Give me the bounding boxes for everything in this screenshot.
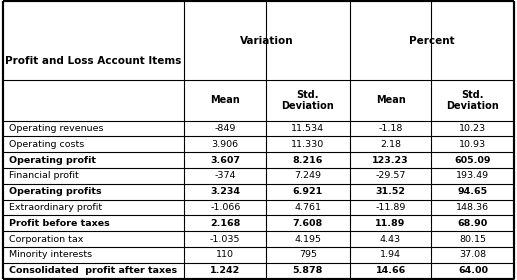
Text: -11.89: -11.89 xyxy=(375,203,406,212)
Text: Financial profit: Financial profit xyxy=(9,171,79,180)
Text: 3.234: 3.234 xyxy=(210,187,240,196)
Text: Mean: Mean xyxy=(376,95,405,106)
Text: 1.242: 1.242 xyxy=(210,266,240,275)
Text: 123.23: 123.23 xyxy=(372,156,409,165)
Text: 8.216: 8.216 xyxy=(293,156,323,165)
Text: Corporation tax: Corporation tax xyxy=(9,235,83,244)
Text: Std.
Deviation: Std. Deviation xyxy=(447,90,499,111)
Text: -1.18: -1.18 xyxy=(378,124,403,133)
Text: Profit before taxes: Profit before taxes xyxy=(9,219,110,228)
Text: Profit and Loss Account Items: Profit and Loss Account Items xyxy=(5,56,181,66)
Text: Std.
Deviation: Std. Deviation xyxy=(282,90,334,111)
Text: 5.878: 5.878 xyxy=(293,266,323,275)
Text: 68.90: 68.90 xyxy=(458,219,488,228)
Text: Variation: Variation xyxy=(240,36,294,46)
Text: 11.534: 11.534 xyxy=(291,124,325,133)
Text: -849: -849 xyxy=(215,124,236,133)
Text: 11.89: 11.89 xyxy=(375,219,406,228)
Text: -374: -374 xyxy=(215,171,236,180)
Text: 11.330: 11.330 xyxy=(291,140,325,149)
Text: 7.608: 7.608 xyxy=(293,219,323,228)
Text: -29.57: -29.57 xyxy=(375,171,406,180)
Text: Operating costs: Operating costs xyxy=(9,140,84,149)
Text: 4.761: 4.761 xyxy=(294,203,322,212)
Text: 3.607: 3.607 xyxy=(210,156,240,165)
Text: 64.00: 64.00 xyxy=(458,266,488,275)
Text: 10.93: 10.93 xyxy=(460,140,486,149)
Text: 4.195: 4.195 xyxy=(294,235,322,244)
Text: Extraordinary profit: Extraordinary profit xyxy=(9,203,102,212)
Text: Consolidated  profit after taxes: Consolidated profit after taxes xyxy=(9,266,177,275)
Text: 3.906: 3.906 xyxy=(211,140,239,149)
Text: 148.36: 148.36 xyxy=(457,203,490,212)
Text: 94.65: 94.65 xyxy=(458,187,488,196)
Text: Minority interests: Minority interests xyxy=(9,250,92,259)
Text: -1.035: -1.035 xyxy=(210,235,240,244)
Text: 14.66: 14.66 xyxy=(375,266,406,275)
Text: 7.249: 7.249 xyxy=(294,171,322,180)
Text: 37.08: 37.08 xyxy=(460,250,486,259)
Text: Percent: Percent xyxy=(409,36,455,46)
Text: 31.52: 31.52 xyxy=(375,187,405,196)
Text: 80.15: 80.15 xyxy=(460,235,486,244)
Text: 110: 110 xyxy=(216,250,234,259)
Text: 605.09: 605.09 xyxy=(455,156,491,165)
Text: Operating revenues: Operating revenues xyxy=(9,124,103,133)
Text: 193.49: 193.49 xyxy=(457,171,490,180)
Text: 795: 795 xyxy=(299,250,317,259)
Text: 1.94: 1.94 xyxy=(380,250,401,259)
Text: Operating profits: Operating profits xyxy=(9,187,101,196)
Text: Operating profit: Operating profit xyxy=(9,156,96,165)
Text: 6.921: 6.921 xyxy=(293,187,323,196)
Text: 2.168: 2.168 xyxy=(210,219,240,228)
Text: 4.43: 4.43 xyxy=(380,235,401,244)
Text: Mean: Mean xyxy=(210,95,240,106)
Text: -1.066: -1.066 xyxy=(210,203,240,212)
Text: 2.18: 2.18 xyxy=(380,140,401,149)
Text: 10.23: 10.23 xyxy=(460,124,486,133)
